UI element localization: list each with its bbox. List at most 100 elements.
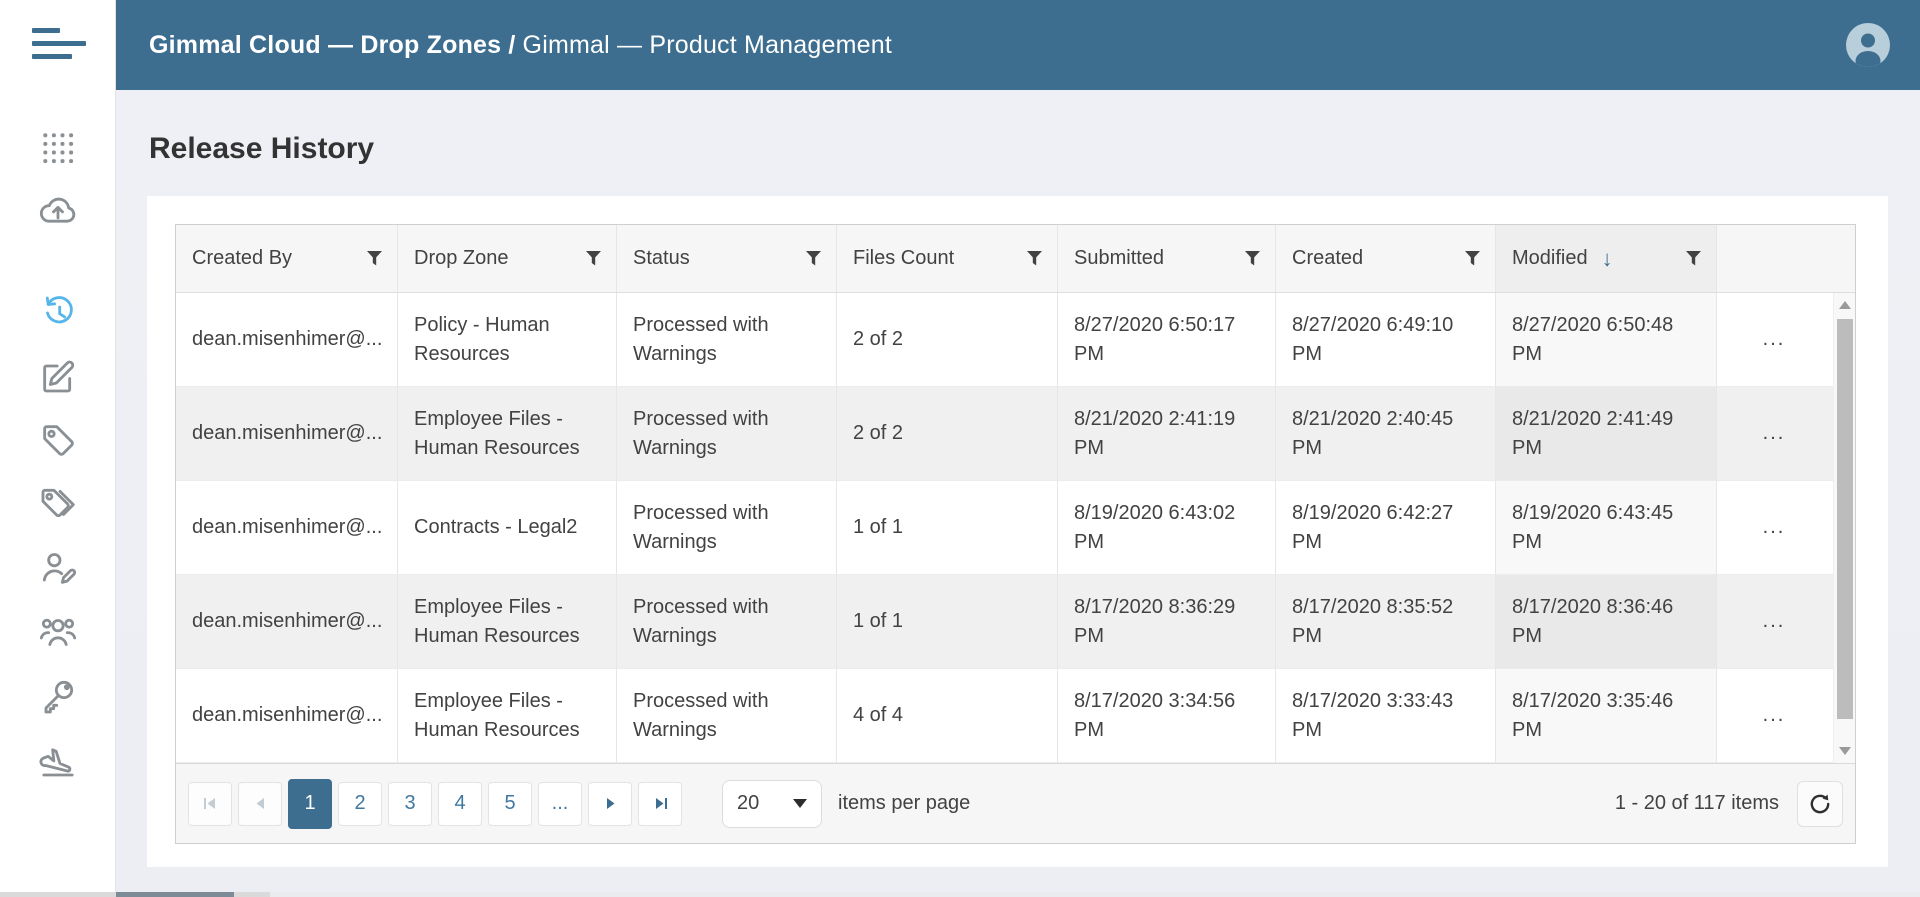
sidebar-item-dashboard[interactable] <box>36 126 80 170</box>
chevron-down-icon <box>793 799 807 808</box>
sidebar-item-tags[interactable] <box>36 482 80 526</box>
sidebar-item-release-history[interactable] <box>36 290 80 334</box>
page-size-label: items per page <box>838 792 971 814</box>
cell-created: 8/21/2020 2:40:45 PM <box>1276 387 1496 481</box>
previous-page-button[interactable] <box>238 781 282 826</box>
scroll-up-icon[interactable] <box>1839 301 1851 309</box>
table-header-row: Created By Drop Zone Status Files Count <box>176 225 1855 293</box>
page-button-5[interactable]: 5 <box>488 781 532 826</box>
cell-actions: ... <box>1717 575 1855 669</box>
cell-created: 8/17/2020 3:33:43 PM <box>1276 669 1496 763</box>
scroll-down-icon[interactable] <box>1839 747 1851 755</box>
column-header-created-by[interactable]: Created By <box>176 225 398 292</box>
cell-files-count: 1 of 1 <box>837 481 1058 575</box>
column-header-created[interactable]: Created <box>1276 225 1496 292</box>
filter-icon[interactable] <box>1464 250 1481 267</box>
cell-drop-zone: Employee Files - Human Resources <box>398 387 617 481</box>
breadcrumb-context: Gimmal — Product Management <box>522 30 892 59</box>
user-avatar-icon[interactable] <box>1846 23 1890 67</box>
table-row[interactable]: dean.misenhimer@... Policy - Human Resou… <box>176 293 1855 387</box>
cell-modified: 8/21/2020 2:41:49 PM <box>1496 387 1717 481</box>
grid-dots-icon <box>40 130 76 166</box>
filter-icon[interactable] <box>585 250 602 267</box>
refresh-icon <box>1810 794 1830 813</box>
menu-icon[interactable] <box>32 28 88 62</box>
first-page-icon <box>203 798 215 809</box>
page-size-value: 20 <box>737 792 760 814</box>
column-label: Created By <box>192 247 293 269</box>
cell-submitted: 8/19/2020 6:43:02 PM <box>1058 481 1276 575</box>
cell-actions: ... <box>1717 293 1855 387</box>
refresh-button[interactable] <box>1797 780 1843 827</box>
filter-icon[interactable] <box>366 250 383 267</box>
cell-actions: ... <box>1717 669 1855 763</box>
cell-files-count: 2 of 2 <box>837 387 1058 481</box>
page-button-2[interactable]: 2 <box>338 781 382 826</box>
sidebar-item-releases[interactable] <box>36 738 80 782</box>
cell-created: 8/17/2020 8:35:52 PM <box>1276 575 1496 669</box>
last-page-icon <box>655 798 667 809</box>
row-actions-button[interactable]: ... <box>1762 704 1786 726</box>
row-actions-button[interactable]: ... <box>1762 610 1786 632</box>
page-button-3[interactable]: 3 <box>388 781 432 826</box>
sidebar-item-users[interactable] <box>36 610 80 654</box>
cell-status: Processed with Warnings <box>617 293 837 387</box>
column-header-modified[interactable]: Modified ↓ <box>1496 225 1717 292</box>
filter-icon[interactable] <box>805 250 822 267</box>
cell-files-count: 2 of 2 <box>837 293 1058 387</box>
cell-submitted: 8/27/2020 6:50:17 PM <box>1058 293 1276 387</box>
row-actions-button[interactable]: ... <box>1762 422 1786 444</box>
row-actions-button[interactable]: ... <box>1762 328 1786 350</box>
next-page-button[interactable] <box>588 781 632 826</box>
content-card: Created By Drop Zone Status Files Count <box>147 196 1888 867</box>
column-header-submitted[interactable]: Submitted <box>1058 225 1276 292</box>
row-actions-button[interactable]: ... <box>1762 516 1786 538</box>
sidebar-item-user-edit[interactable] <box>36 546 80 590</box>
filter-icon[interactable] <box>1026 250 1043 267</box>
column-header-files-count[interactable]: Files Count <box>837 225 1058 292</box>
sidebar-item-edit[interactable] <box>36 354 80 398</box>
more-pages-button[interactable]: ... <box>538 781 582 826</box>
column-header-status[interactable]: Status <box>617 225 837 292</box>
scrollbar-thumb[interactable] <box>116 892 234 897</box>
horizontal-scrollbar[interactable] <box>0 892 1920 897</box>
sidebar-item-upload[interactable] <box>36 190 80 234</box>
sidebar <box>0 0 116 892</box>
cell-drop-zone: Employee Files - Human Resources <box>398 669 617 763</box>
vertical-scrollbar[interactable] <box>1833 293 1855 763</box>
table-row[interactable]: dean.misenhimer@... Contracts - Legal2 P… <box>176 481 1855 575</box>
column-label: Status <box>633 247 690 269</box>
cell-submitted: 8/21/2020 2:41:19 PM <box>1058 387 1276 481</box>
pager: 1 2 3 4 5 ... 20 items <box>176 763 1855 843</box>
first-page-button[interactable] <box>188 781 232 826</box>
sidebar-item-tag[interactable] <box>36 418 80 462</box>
cell-modified: 8/17/2020 3:35:46 PM <box>1496 669 1717 763</box>
page-title: Release History <box>149 132 375 165</box>
table-row[interactable]: dean.misenhimer@... Employee Files - Hum… <box>176 669 1855 763</box>
users-icon <box>39 618 77 646</box>
column-label: Drop Zone <box>414 247 509 269</box>
cell-status: Processed with Warnings <box>617 575 837 669</box>
tags-icon <box>41 488 75 518</box>
scrollbar-thumb[interactable] <box>1837 319 1853 719</box>
page-button-1[interactable]: 1 <box>288 778 332 829</box>
column-header-drop-zone[interactable]: Drop Zone <box>398 225 617 292</box>
filter-icon[interactable] <box>1685 250 1702 267</box>
cell-submitted: 8/17/2020 8:36:29 PM <box>1058 575 1276 669</box>
main-content: Release History Created By Drop Zone Sta… <box>116 90 1920 892</box>
page-button-4[interactable]: 4 <box>438 781 482 826</box>
column-label: Modified <box>1512 247 1588 269</box>
plane-landing-icon <box>39 748 74 777</box>
edit-icon <box>43 360 75 393</box>
last-page-button[interactable] <box>638 781 682 826</box>
table-row[interactable]: dean.misenhimer@... Employee Files - Hum… <box>176 575 1855 669</box>
cell-modified: 8/19/2020 6:43:45 PM <box>1496 481 1717 575</box>
sidebar-item-keys[interactable] <box>36 674 80 718</box>
cell-created-by: dean.misenhimer@... <box>176 669 398 763</box>
history-icon <box>45 296 73 324</box>
table-row[interactable]: dean.misenhimer@... Employee Files - Hum… <box>176 387 1855 481</box>
filter-icon[interactable] <box>1244 250 1261 267</box>
cell-modified: 8/17/2020 8:36:46 PM <box>1496 575 1717 669</box>
page-size-select[interactable]: 20 <box>722 779 822 828</box>
